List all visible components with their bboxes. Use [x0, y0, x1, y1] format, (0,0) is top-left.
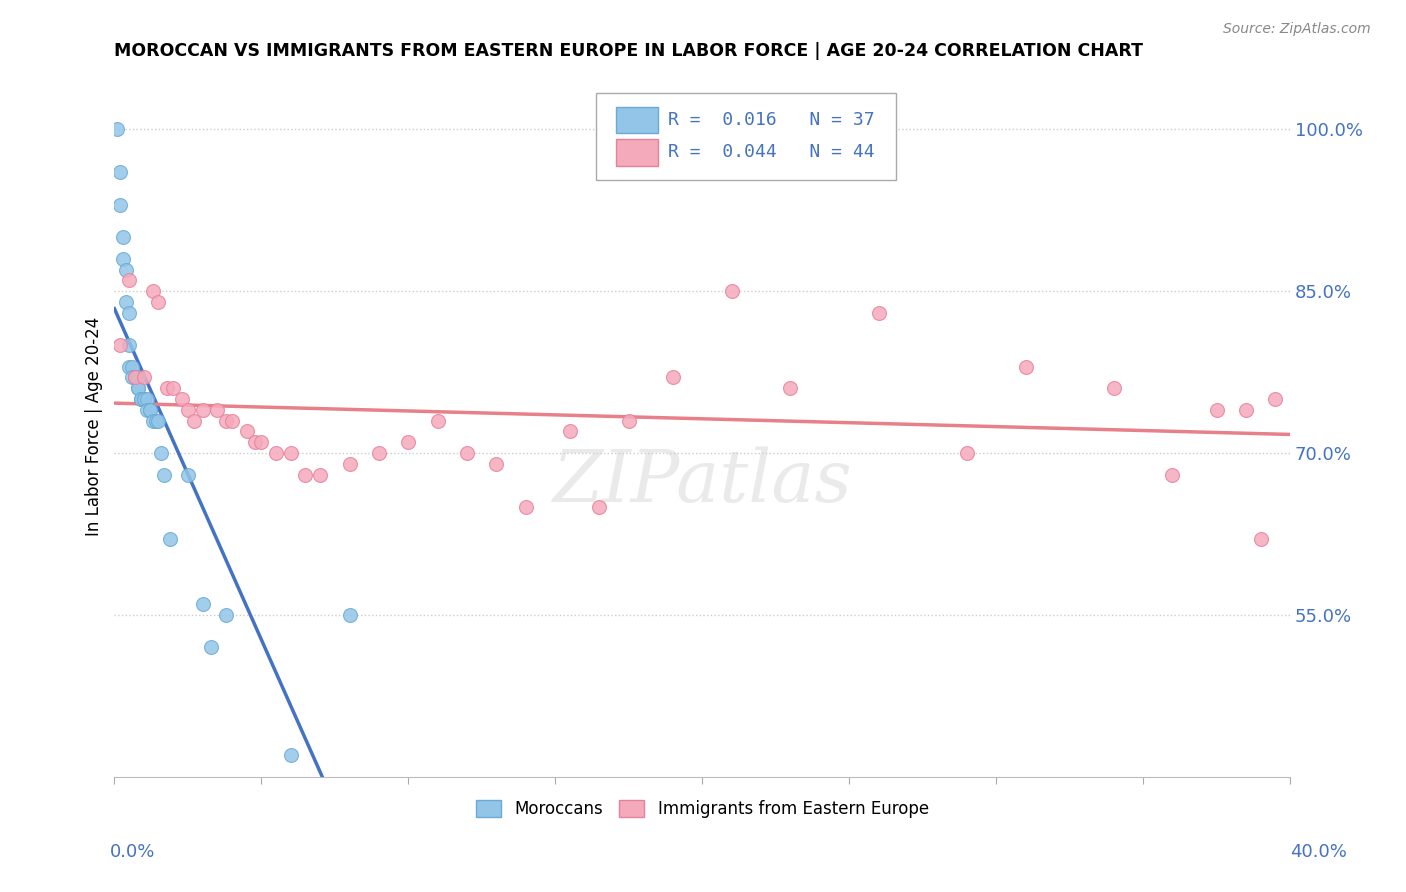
- Point: [142, 284, 165, 298]
- Point: [215, 607, 238, 622]
- Text: R =  0.044   N = 44: R = 0.044 N = 44: [668, 144, 875, 161]
- Point: [118, 273, 141, 287]
- Point: [294, 467, 316, 482]
- Point: [132, 392, 155, 406]
- Point: [280, 446, 302, 460]
- Point: [1250, 533, 1272, 547]
- Point: [177, 467, 200, 482]
- Legend: Moroccans, Immigrants from Eastern Europe: Moroccans, Immigrants from Eastern Europ…: [470, 793, 935, 825]
- Point: [368, 446, 391, 460]
- Point: [396, 435, 419, 450]
- Point: [127, 381, 149, 395]
- Point: [456, 446, 478, 460]
- Point: [124, 370, 146, 384]
- Point: [148, 294, 170, 309]
- Point: [200, 640, 222, 655]
- Point: [138, 402, 160, 417]
- Text: 40.0%: 40.0%: [1291, 843, 1347, 861]
- Point: [207, 402, 229, 417]
- FancyBboxPatch shape: [616, 107, 658, 134]
- Point: [250, 435, 273, 450]
- Point: [156, 381, 179, 395]
- Point: [1234, 402, 1257, 417]
- Point: [245, 435, 267, 450]
- Point: [115, 262, 138, 277]
- Point: [138, 402, 160, 417]
- Point: [112, 230, 135, 244]
- Point: [132, 392, 155, 406]
- Point: [515, 500, 537, 514]
- Point: [148, 414, 170, 428]
- Point: [153, 467, 176, 482]
- Point: [215, 414, 238, 428]
- Point: [115, 294, 138, 309]
- Point: [485, 457, 508, 471]
- Point: [124, 370, 146, 384]
- Point: [142, 414, 165, 428]
- Point: [129, 392, 152, 406]
- Point: [280, 748, 302, 763]
- Point: [339, 607, 361, 622]
- Point: [617, 414, 640, 428]
- Point: [112, 252, 135, 266]
- Text: 0.0%: 0.0%: [110, 843, 155, 861]
- Point: [191, 402, 214, 417]
- Point: [588, 500, 610, 514]
- Point: [956, 446, 979, 460]
- Point: [162, 381, 184, 395]
- Point: [150, 446, 173, 460]
- Point: [1264, 392, 1286, 406]
- Point: [118, 338, 141, 352]
- Text: MOROCCAN VS IMMIGRANTS FROM EASTERN EUROPE IN LABOR FORCE | AGE 20-24 CORRELATIO: MOROCCAN VS IMMIGRANTS FROM EASTERN EURO…: [114, 42, 1143, 60]
- Point: [235, 425, 257, 439]
- Point: [1014, 359, 1036, 374]
- Point: [105, 122, 128, 136]
- Point: [309, 467, 332, 482]
- Text: R =  0.016   N = 37: R = 0.016 N = 37: [668, 112, 875, 129]
- Point: [170, 392, 193, 406]
- Point: [110, 198, 132, 212]
- Point: [129, 392, 152, 406]
- Point: [135, 402, 157, 417]
- Point: [110, 338, 132, 352]
- Point: [1205, 402, 1227, 417]
- Point: [264, 446, 287, 460]
- Point: [191, 597, 214, 611]
- Point: [118, 359, 141, 374]
- Point: [779, 381, 801, 395]
- Point: [662, 370, 685, 384]
- Point: [118, 306, 141, 320]
- FancyBboxPatch shape: [596, 93, 896, 180]
- Point: [426, 414, 449, 428]
- Point: [868, 306, 890, 320]
- Point: [183, 414, 205, 428]
- Point: [121, 370, 143, 384]
- Point: [127, 381, 149, 395]
- Point: [121, 359, 143, 374]
- FancyBboxPatch shape: [616, 139, 658, 166]
- Point: [221, 414, 243, 428]
- Point: [1161, 467, 1184, 482]
- Text: Source: ZipAtlas.com: Source: ZipAtlas.com: [1223, 22, 1371, 37]
- Y-axis label: In Labor Force | Age 20-24: In Labor Force | Age 20-24: [86, 317, 103, 536]
- Point: [177, 402, 200, 417]
- Point: [145, 414, 167, 428]
- Point: [132, 370, 155, 384]
- Point: [127, 370, 149, 384]
- Text: ZIPatlas: ZIPatlas: [553, 447, 852, 517]
- Point: [720, 284, 742, 298]
- Point: [135, 392, 157, 406]
- Point: [159, 533, 181, 547]
- Point: [110, 165, 132, 179]
- Point: [558, 425, 581, 439]
- Point: [124, 370, 146, 384]
- Point: [1102, 381, 1125, 395]
- Point: [339, 457, 361, 471]
